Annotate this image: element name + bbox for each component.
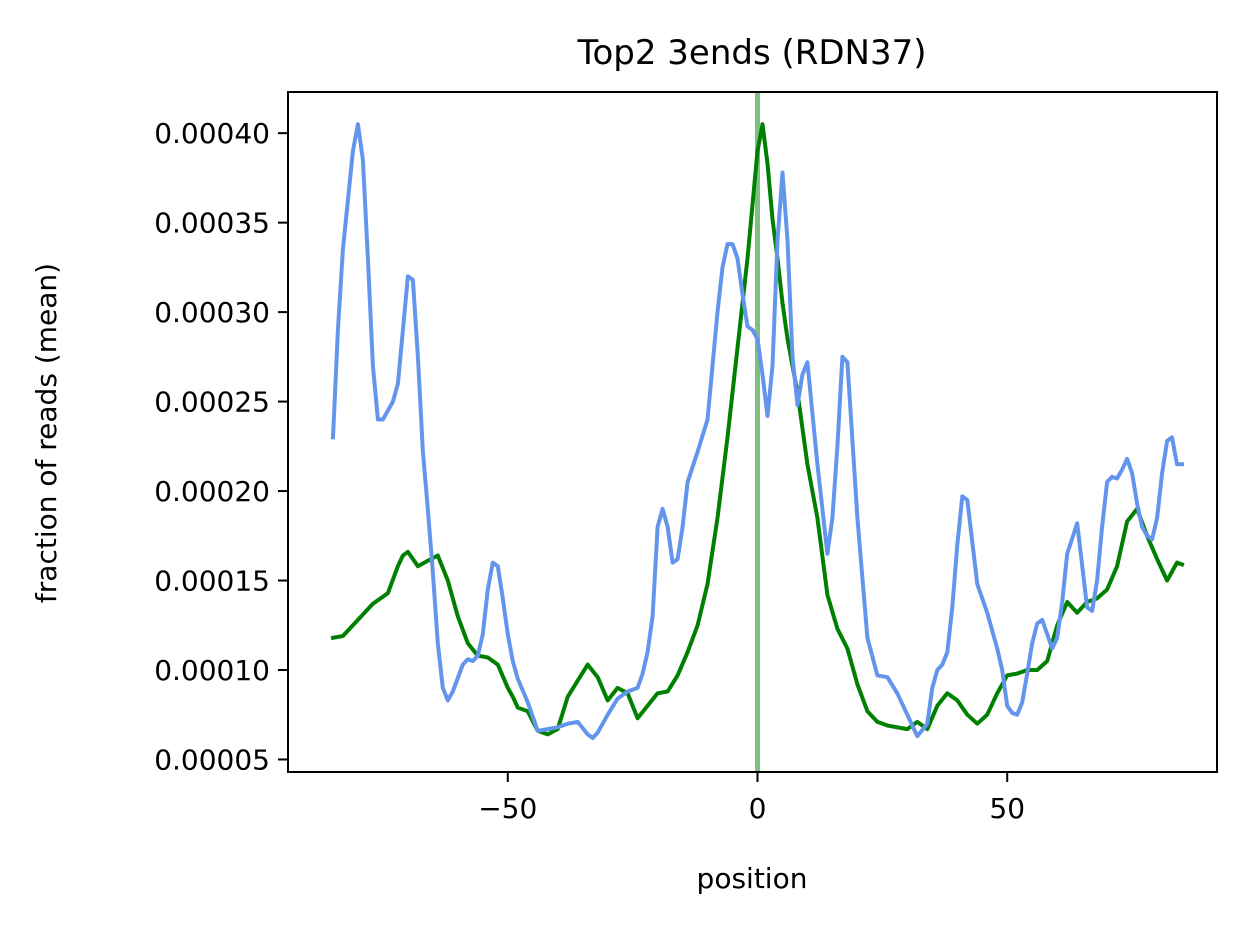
- x-tick-label: 0: [749, 792, 767, 825]
- y-axis: 0.00005 0.00010 0.00015 0.00020 0.00025 0.000…: [154, 117, 288, 776]
- y-tick-label: 0.00015: [154, 565, 270, 598]
- y-tick-label: 0.00040: [154, 117, 270, 150]
- y-tick-label: 0.00025: [154, 386, 270, 419]
- plot-frame: [287, 91, 1218, 773]
- x-axis: −50 0 50: [478, 772, 1025, 825]
- y-tick-label: 0.00005: [154, 743, 270, 776]
- y-tick-label: 0.00030: [154, 296, 270, 329]
- y-tick-label: 0.00020: [154, 475, 270, 508]
- x-tick-label: 50: [989, 792, 1025, 825]
- y-tick-label: 0.00010: [154, 654, 270, 687]
- y-axis-label: fraction of reads (mean): [30, 263, 63, 603]
- chart-title: Top2 3ends (RDN37): [576, 33, 926, 73]
- x-tick-label: −50: [478, 792, 537, 825]
- x-axis-label: position: [697, 862, 808, 895]
- series-line-1: [330, 122, 1185, 737]
- plot-area: [330, 92, 1185, 772]
- y-tick-label: 0.00035: [154, 207, 270, 240]
- series-line-2: [330, 122, 1184, 740]
